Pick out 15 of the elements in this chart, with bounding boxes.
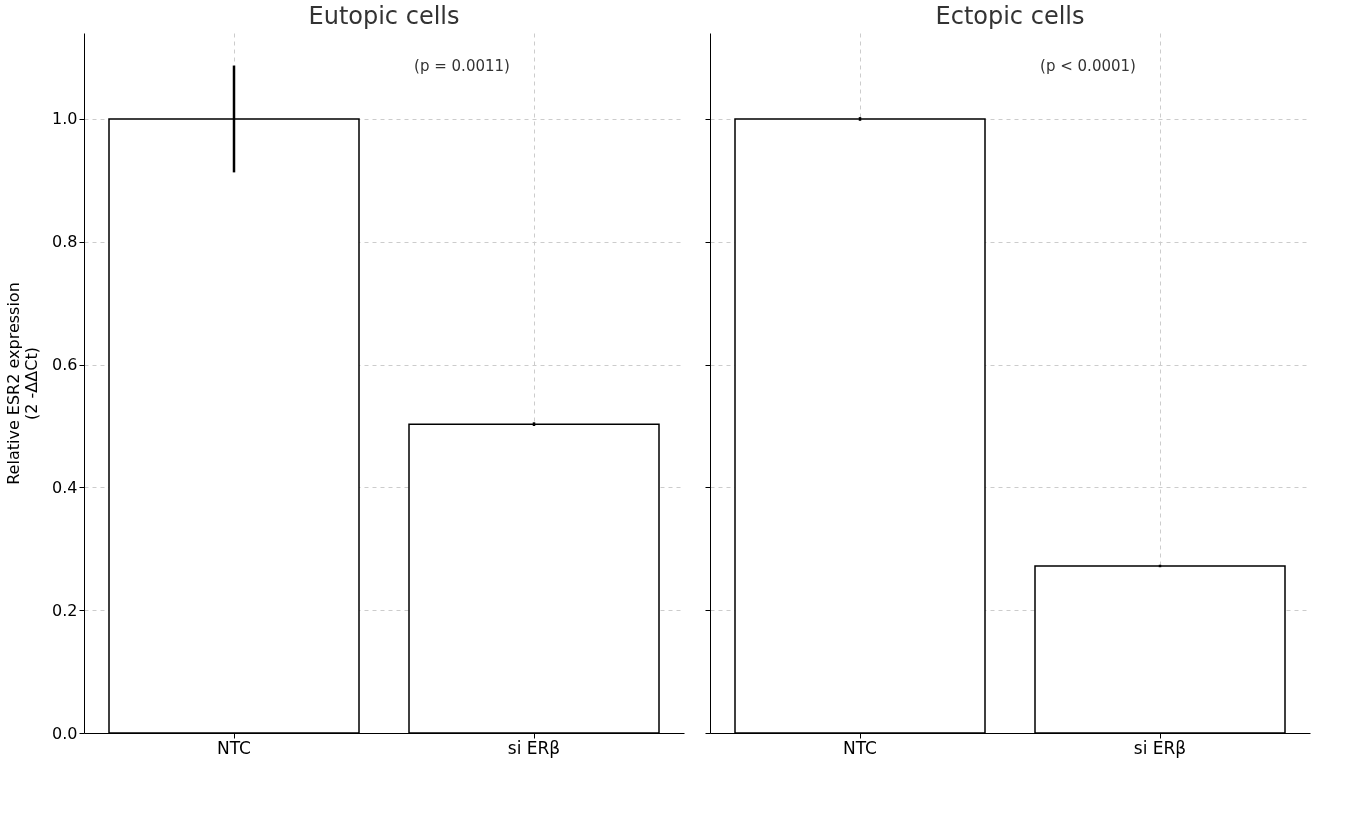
chart-title: Eutopic cells xyxy=(308,2,460,30)
x-tick-label: si ERβ xyxy=(1133,737,1187,758)
x-tick-label: si ERβ xyxy=(507,737,561,758)
y-tick-label: 0.2 xyxy=(52,600,78,620)
x-tick-label: NTC xyxy=(843,737,877,758)
annotation: (p < 0.0001) xyxy=(1040,57,1136,75)
y-tick-label: 0.6 xyxy=(52,355,78,375)
y-tick-label: 0.8 xyxy=(52,232,78,252)
y-tick-label: 0.4 xyxy=(52,477,78,497)
y-tick-label: 1.0 xyxy=(52,109,78,129)
annotation: (p = 0.0011) xyxy=(414,57,510,75)
x-tick-label: NTC xyxy=(217,737,251,758)
chart-title: Ectopic cells xyxy=(935,2,1085,30)
y-tick-label: 0.0 xyxy=(52,723,78,743)
y-axis-title: Relative ESR2 expression (2 -ΔΔCt) xyxy=(4,282,42,485)
